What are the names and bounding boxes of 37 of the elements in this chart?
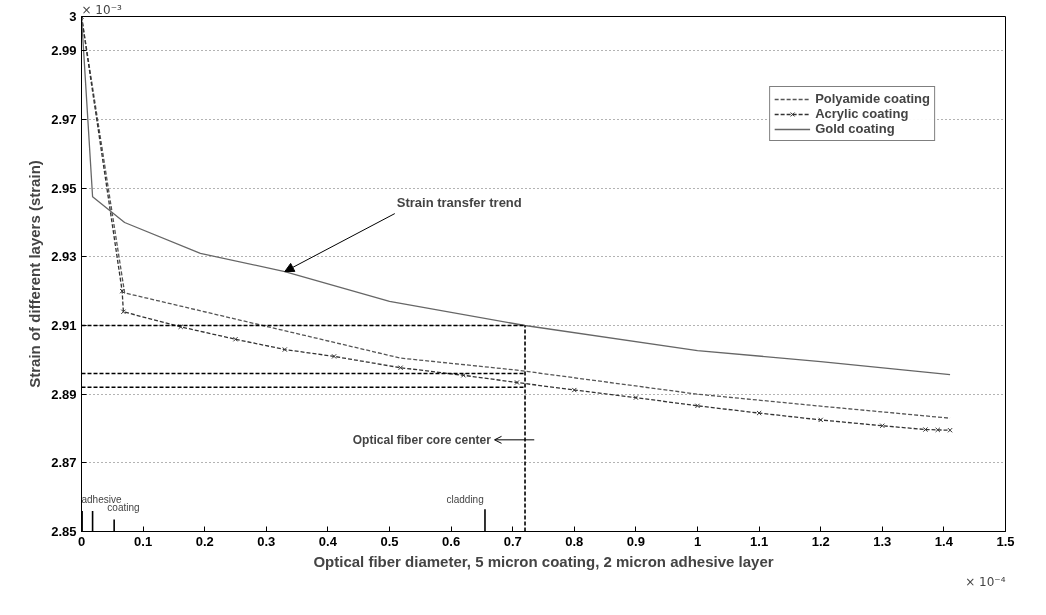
x-tick-label: 0.3: [257, 533, 276, 549]
y-tick-label: 2.85: [51, 524, 77, 539]
y-tick-label: 2.93: [51, 249, 77, 265]
x-axis-title: Optical fiber diameter, 5 micron coating, 2 micron adhesive layer: [313, 552, 774, 570]
annotation: cladding: [446, 493, 484, 505]
x-tick-label: 1.4: [934, 533, 954, 549]
y-tick-label: 2.87: [51, 455, 77, 471]
annotation: Strain transfer trend: [396, 194, 522, 210]
x-tick-label: 1.3: [873, 533, 892, 549]
annotation: × 10⁻³: [81, 2, 122, 17]
x-tick-label: 0.4: [318, 533, 338, 549]
x-tick-label: 0.5: [380, 533, 399, 549]
annotation: Optical fiber core center: [352, 432, 492, 447]
x-tick-label: 0.2: [195, 533, 214, 549]
x-tick-label: 1.1: [750, 533, 769, 549]
y-tick-label: 2.95: [51, 180, 77, 196]
y-tick-label: 2.97: [51, 112, 77, 127]
y-tick-label: 2.99: [51, 43, 77, 59]
x-tick-label: 0.7: [503, 533, 522, 549]
x-tick-label: 1.5: [996, 533, 1015, 549]
annotation: adhesive: [81, 493, 122, 505]
y-tick-label: 3: [69, 9, 77, 24]
annotation: coating: [107, 502, 140, 514]
legend-label: Polyamide coating: [815, 91, 930, 106]
x-tick-label: 1.2: [811, 533, 830, 549]
legend-label: Gold coating: [815, 121, 895, 136]
x-tick-label: 0.6: [442, 533, 461, 549]
x-tick-label: 0.1: [134, 533, 153, 549]
y-axis-title: Strain of different layers (strain): [26, 160, 44, 388]
y-tick-label: 2.89: [51, 386, 77, 402]
x-tick-label: 0.9: [626, 533, 645, 549]
x-tick-label: 0: [77, 533, 86, 549]
y-tick-label: 2.91: [51, 318, 77, 333]
text: × 10⁻⁴: [965, 574, 1006, 589]
legend-label: Acrylic coating: [815, 106, 909, 121]
x-tick-label: 0.8: [565, 533, 584, 549]
x-tick-label: 1: [693, 533, 702, 549]
